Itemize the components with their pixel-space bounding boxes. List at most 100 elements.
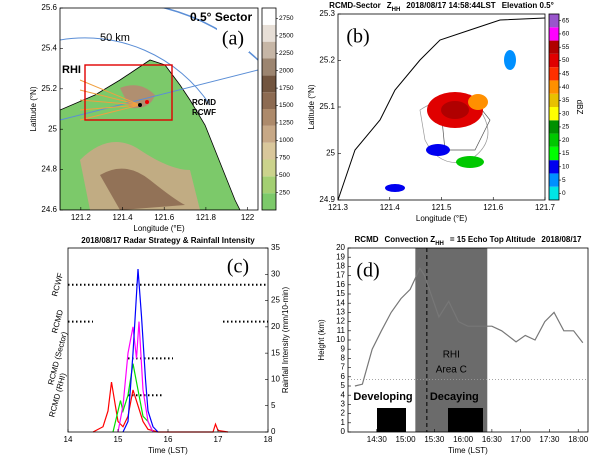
x-tick-label: 121.6 — [154, 213, 175, 222]
colorbar-tick-label: 1500 — [279, 102, 294, 109]
colorbar-swatch — [549, 14, 559, 27]
x-tick-label: 15:00 — [396, 435, 417, 444]
x-tick-label: 121.8 — [196, 213, 217, 222]
colorbar-swatch — [262, 193, 276, 210]
y-tick-label: 6 — [341, 372, 346, 381]
title-part: HH — [435, 241, 444, 247]
y-tick-label: 25.6 — [41, 3, 57, 12]
y-axis-label: Latitude (°N) — [307, 84, 316, 129]
colorbar-tick-label: 1750 — [279, 85, 294, 92]
colorbar-tick-label: 1000 — [279, 137, 294, 144]
x-tick-label: 15 — [114, 435, 123, 444]
y-tick-label: 1 — [341, 418, 346, 427]
title-part: 2018/08/17 14:58:44LST — [406, 1, 496, 10]
y-tick-label: 24.9 — [319, 195, 335, 204]
colorbar-tick-label: 55 — [562, 44, 570, 51]
colorbar-swatch — [262, 8, 276, 25]
colorbar-tick-label: 1250 — [279, 120, 294, 127]
x-tick-label: 18:00 — [568, 435, 589, 444]
colorbar-tick-label: 2750 — [279, 15, 294, 22]
colorbar-label: dBZ — [575, 100, 584, 115]
x-tick-label: 121.4 — [113, 213, 134, 222]
x-axis-label: Longitude (°E) — [133, 224, 185, 233]
title-part: HH — [392, 7, 401, 13]
colorbar-tick-label: 35 — [562, 97, 570, 104]
colorbar-swatch — [262, 160, 276, 177]
x-tick-label: 122 — [241, 213, 255, 222]
colorbar-tick-label: 20 — [562, 137, 570, 144]
annotation: RCWF — [192, 108, 216, 117]
colorbar-swatch — [262, 92, 276, 109]
colorbar-tick-label: 50 — [562, 57, 570, 64]
x-tick-label: 16 — [164, 435, 173, 444]
colorbar-swatch — [262, 143, 276, 160]
colorbar-tick-label: 750 — [279, 154, 290, 161]
colorbar-swatch — [262, 42, 276, 59]
colorbar-swatch — [549, 27, 559, 40]
x-tick-label: 16:30 — [482, 435, 503, 444]
panel-label: (d) — [356, 260, 379, 282]
colorbar-swatch — [262, 75, 276, 92]
y-tick-label: 0 — [341, 427, 346, 436]
y-tick-label: 7 — [341, 363, 346, 372]
title-part: Convection Z — [385, 235, 436, 244]
y-tick-label: 8 — [341, 354, 346, 363]
colorbar-swatch — [549, 147, 559, 160]
y-tick-label: 10 — [336, 335, 345, 344]
y-tick-label: 25.3 — [319, 9, 335, 18]
y2-tick-label: 15 — [271, 348, 280, 357]
y-tick-label: 25.1 — [319, 102, 335, 111]
x-axis-label: Time (LST) — [448, 446, 488, 455]
x-tick-label: 15:30 — [424, 435, 445, 444]
figure: 2505007501000125015001750200022502500275… — [0, 0, 595, 463]
shaded-period — [415, 248, 487, 432]
y2-axis-label: Rainfall Intensity (mm/10-min) — [281, 287, 290, 394]
colorbar-swatch — [549, 160, 559, 173]
colorbar-swatch — [549, 187, 559, 200]
colorbar-swatch — [262, 109, 276, 126]
colorbar-tick-label: 65 — [562, 17, 570, 24]
y-tick-label: 25 — [48, 124, 57, 133]
title-part: Elevation 0.5° — [502, 1, 554, 10]
y-tick-label: 13 — [336, 308, 345, 317]
chart-title: 2018/08/17 Radar Strategy & Rainfall Int… — [81, 236, 255, 245]
y2-tick-label: 10 — [271, 375, 280, 384]
y-tick-label: 24.8 — [41, 165, 57, 174]
x-tick-label: 17 — [214, 435, 223, 444]
colorbar-swatch — [262, 59, 276, 76]
annotation: 0.5° Sector — [190, 10, 252, 24]
y-tick-label: 18 — [336, 262, 345, 271]
y-tick-label: 9 — [341, 344, 346, 353]
annotation: 50 km — [100, 32, 130, 44]
x-tick-label: 14 — [64, 435, 73, 444]
annotation: Developing — [353, 391, 412, 403]
y-tick-label: 24.6 — [41, 205, 57, 214]
colorbar-tick-label: 500 — [279, 172, 290, 179]
colorbar-swatch — [262, 126, 276, 143]
colorbar-swatch — [549, 80, 559, 93]
colorbar-tick-label: 10 — [562, 164, 570, 171]
colorbar-swatch — [549, 173, 559, 186]
colorbar-tick-label: 25 — [562, 124, 570, 131]
y-tick-label: 15 — [336, 289, 345, 298]
x-tick-label: 17:00 — [511, 435, 532, 444]
y-tick-label: 17 — [336, 271, 345, 280]
y-tick-label: 25.2 — [319, 56, 335, 65]
colorbar-tick-label: 60 — [562, 31, 570, 38]
y-tick-label: 25 — [326, 149, 335, 158]
y-axis-label: Latitude (°N) — [29, 86, 38, 131]
y2-tick-label: 20 — [271, 322, 280, 331]
y-tick-label: 3 — [341, 400, 346, 409]
colorbar-swatch — [549, 67, 559, 80]
colorbar-tick-label: 0 — [562, 190, 566, 197]
x-axis-label: Time (LST) — [148, 446, 188, 455]
y-tick-label: 19 — [336, 252, 345, 261]
colorbar-tick-label: 40 — [562, 84, 570, 91]
annotation: RCMD — [192, 98, 216, 107]
y-tick-label: 5 — [341, 381, 346, 390]
y-tick-label: 25.4 — [41, 44, 57, 53]
annotation: RHI — [443, 350, 460, 361]
x-tick-label: 14:30 — [367, 435, 388, 444]
